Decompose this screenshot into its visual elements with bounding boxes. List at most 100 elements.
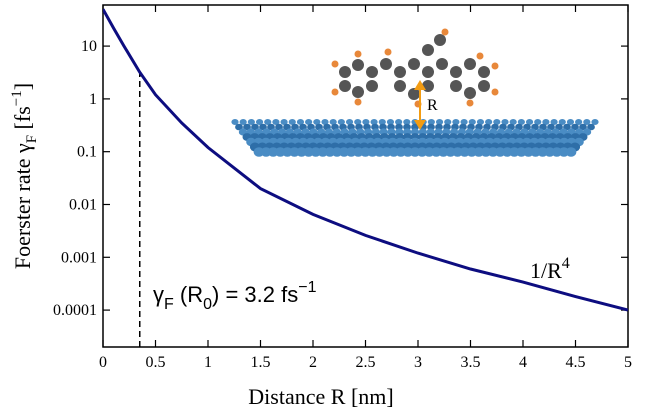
molecule-atom [464, 58, 476, 70]
molecule-atom [436, 58, 448, 70]
graphene-atom [313, 119, 321, 125]
x-tick-label: 1.5 [251, 354, 271, 371]
graphene-atom [444, 119, 452, 125]
graphene-atom [566, 119, 575, 125]
molecule-h [384, 48, 392, 56]
graphene-atom [235, 123, 243, 131]
molecule-h [441, 28, 449, 36]
graphene-atom [452, 119, 460, 125]
graphene-atom [575, 119, 583, 125]
x-tick-label: 1 [204, 354, 212, 371]
graphene-atom [583, 119, 591, 125]
x-tick-label: 0 [99, 354, 107, 371]
y-label-unit: [fs [10, 106, 35, 135]
graphene-atom [493, 119, 501, 125]
molecule-atom [450, 66, 462, 78]
graphene-atom [362, 119, 370, 125]
y-tick-label: 0.1 [77, 144, 97, 161]
graphene-atom [345, 119, 354, 125]
graphene-atom [321, 119, 329, 125]
graphene-atom [251, 123, 259, 131]
molecule-h [354, 50, 362, 58]
graphene-atom [427, 119, 435, 125]
y-label-sup: −1 [9, 90, 25, 106]
molecule-atom [450, 80, 462, 92]
molecule-atom [422, 44, 434, 56]
graphene-atom [280, 119, 288, 125]
asy-part: 1/R [530, 258, 562, 283]
x-tick-label: 5 [624, 354, 632, 371]
graphene-atom [509, 119, 517, 125]
graphene-atom [565, 147, 577, 157]
molecule-h [331, 88, 339, 96]
asy-part: 4 [562, 255, 570, 272]
graphene-atom [296, 119, 305, 125]
molecule-h [491, 62, 499, 70]
molecule-atom [339, 66, 351, 78]
graphene-atom [542, 119, 550, 125]
y-axis-label: Foerster rate γF [fs−1] [9, 83, 40, 269]
x-axis-label: Distance R [nm] [248, 384, 393, 409]
graphene-atom [468, 119, 476, 125]
arrow-head [414, 80, 426, 90]
graphene-atom [411, 123, 419, 131]
graphene-atom [243, 123, 251, 131]
graphene-atom [571, 123, 579, 131]
inset-label: R [427, 97, 438, 114]
graphene-atom [591, 119, 599, 125]
graphene-atom [239, 119, 247, 125]
graphene-atom [370, 119, 378, 125]
graphene-atom [587, 123, 595, 131]
graphene-atom [378, 119, 386, 125]
graphene-atom [231, 119, 239, 125]
graphene-atom [550, 119, 558, 125]
graphene-atom [386, 119, 395, 125]
molecule-h [331, 60, 339, 68]
graphene-atom [264, 119, 272, 125]
graphene-atom [272, 119, 280, 125]
molecule-atom [352, 86, 364, 98]
graphene-atom [501, 119, 509, 125]
molecule-h [466, 99, 474, 107]
molecule-atom [478, 80, 490, 92]
molecule-atom [394, 80, 406, 92]
molecule-atom [434, 34, 446, 46]
x-tick-label: 2 [309, 354, 317, 371]
x-tick-label: 4.5 [566, 354, 586, 371]
molecule-atom [422, 80, 434, 92]
graphene-atom [403, 123, 411, 131]
x-tick-label: 3 [414, 354, 422, 371]
graphene-atom [558, 119, 566, 125]
graphene-atom [485, 119, 493, 125]
graphene-atom [288, 119, 296, 125]
y-tick-label: 1 [89, 91, 97, 108]
y-label-text: Foerster rate γ [10, 143, 35, 269]
ann-part: 0 [203, 296, 212, 313]
molecule-atom [408, 58, 420, 70]
ann-part: (R [174, 282, 203, 307]
graphene-atom [517, 119, 525, 125]
molecule-atom [478, 66, 490, 78]
graphene-atom [395, 123, 403, 131]
rate-curve [103, 8, 628, 312]
y-label-sub: F [24, 135, 40, 143]
graphene-atom [255, 119, 264, 125]
x-tick-label: 3.5 [461, 354, 481, 371]
y-tick-label: 10 [81, 38, 97, 55]
molecule-atom [464, 87, 476, 99]
x-tick-label: 2.5 [356, 354, 376, 371]
graphene-atom [329, 119, 337, 125]
molecule-atom [366, 80, 378, 92]
graphene-atom [427, 123, 435, 131]
y-tick-label: 0.0001 [53, 302, 97, 319]
graphene-atom [435, 119, 444, 125]
graphene-atom [460, 119, 468, 125]
arrow-head [414, 120, 426, 130]
molecule-atom [380, 58, 392, 70]
graphene-atom [476, 119, 485, 125]
graphene-atom [395, 119, 403, 125]
ann-part: γ [153, 282, 164, 307]
graphene-atom [354, 119, 362, 125]
x-tick-label: 4 [519, 354, 527, 371]
ann-part: F [164, 296, 174, 313]
